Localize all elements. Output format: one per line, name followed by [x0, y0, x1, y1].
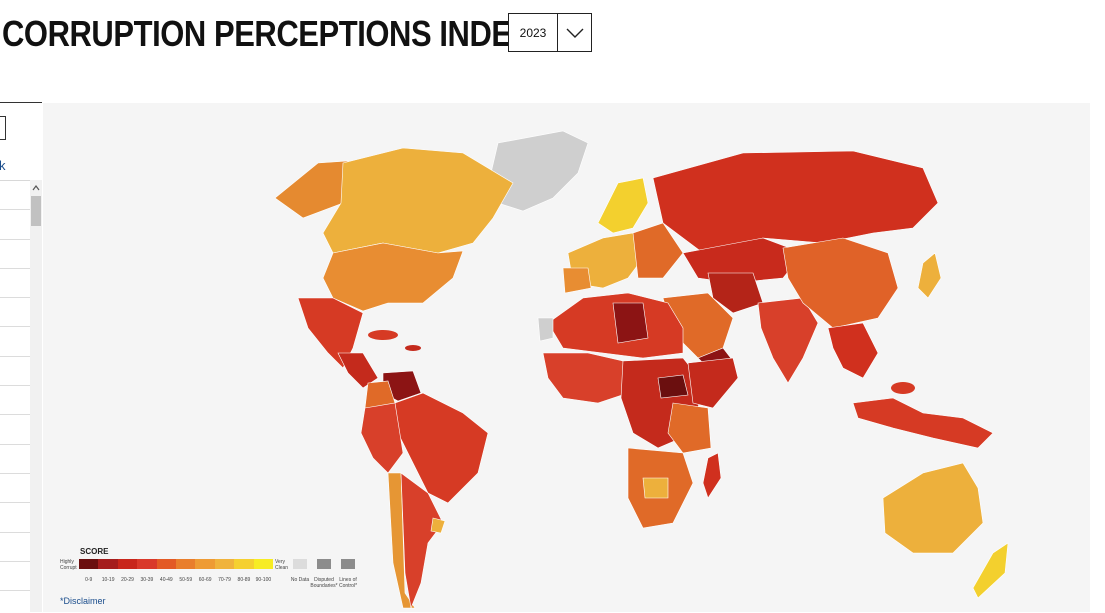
australia-shape	[882, 462, 984, 554]
japan-shape	[917, 252, 942, 299]
western-sahara-shape	[537, 317, 554, 342]
map-legend: SCORE Highly Corrupt Very Clean 0-9 10-19…	[60, 545, 370, 605]
disputed-swatch	[317, 559, 331, 569]
scrollbar-thumb[interactable]	[31, 196, 41, 226]
north-africa-shape	[547, 292, 684, 359]
legend-tick-label: 0-9	[85, 577, 93, 583]
legend-swatch	[176, 559, 196, 569]
legend-tick-label: 20-29	[121, 577, 134, 583]
year-select[interactable]: 2023	[508, 13, 592, 52]
legend-tick-label: 90-100	[255, 577, 272, 583]
legend-low-label: Highly Corrupt	[60, 559, 77, 571]
south-sudan-shape	[657, 374, 689, 399]
iberia-shape	[562, 267, 592, 294]
sidebar-link[interactable]: k	[0, 158, 6, 173]
central-asia-shape	[682, 237, 804, 284]
list-item[interactable]	[0, 474, 30, 504]
east-africa-shape	[667, 402, 712, 454]
list-item[interactable]	[0, 327, 30, 357]
legend-tick-label: 70-79	[218, 577, 231, 583]
libya-shape	[612, 302, 649, 344]
legend-ticks: 0-9 10-19 20-29 30-39 40-49 50-59 60-69 70-79 80…	[79, 577, 273, 583]
argentina-shape	[400, 472, 444, 610]
eastern-europe-shape	[632, 222, 684, 279]
madagascar-shape	[702, 452, 722, 499]
scandinavia-shape	[597, 177, 649, 234]
page-title: CORRUPTION PERCEPTIONS INDEX	[2, 13, 532, 54]
no-data-swatch	[293, 559, 307, 569]
legend-tick-label: 40-49	[159, 577, 173, 583]
list-item[interactable]	[0, 503, 30, 533]
legend-disputed: Disputed Boundaries*	[310, 559, 338, 589]
list-item[interactable]	[0, 269, 30, 299]
new-zealand-shape	[972, 542, 1009, 599]
scroll-up-arrow-icon[interactable]	[30, 182, 42, 194]
legend-swatch	[137, 559, 157, 569]
disputed-label: Disputed Boundaries*	[310, 577, 338, 589]
legend-color-scale	[79, 559, 274, 569]
legend-swatch	[79, 559, 99, 569]
legend-title: SCORE	[80, 547, 109, 556]
usa-shape	[322, 242, 464, 312]
legend-tick-label: 30-39	[140, 577, 154, 583]
panel-divider	[0, 102, 42, 103]
disclaimer-link[interactable]: *Disclaimer	[60, 596, 106, 606]
scrollbar[interactable]	[30, 180, 42, 612]
botswana-shape	[642, 477, 669, 499]
peru-bolivia-shape	[360, 402, 404, 474]
list-item[interactable]	[0, 298, 30, 328]
legend-swatch	[195, 559, 215, 569]
indonesia-shape	[852, 397, 994, 449]
china-shape	[782, 237, 899, 329]
brazil-shape	[394, 392, 489, 504]
list-item[interactable]	[0, 181, 30, 211]
legend-high-label: Very Clean	[275, 559, 289, 571]
legend-tick-label: 50-59	[179, 577, 193, 583]
legend-swatch	[253, 559, 274, 569]
uruguay-shape	[430, 517, 446, 534]
lines-label: Lines of Control*	[338, 577, 358, 589]
legend-swatch	[98, 559, 118, 569]
legend-swatch	[117, 559, 138, 569]
world-map[interactable]	[43, 103, 1090, 612]
list-item[interactable]	[0, 210, 30, 240]
country-search-input[interactable]	[0, 116, 6, 140]
west-africa-shape	[542, 352, 629, 404]
legend-tick-label: 80-89	[237, 577, 251, 583]
list-item[interactable]	[0, 357, 30, 387]
legend-tick-label: 60-69	[198, 577, 212, 583]
legend-no-data: No Data	[286, 559, 314, 583]
no-data-label: No Data	[290, 577, 310, 583]
list-item[interactable]	[0, 562, 30, 592]
legend-swatch	[234, 559, 254, 569]
lines-swatch	[341, 559, 355, 569]
greenland-shape	[490, 130, 589, 212]
country-list	[0, 180, 30, 613]
chevron-down-icon[interactable]	[558, 14, 591, 51]
list-item[interactable]	[0, 533, 30, 562]
world-map-panel	[43, 103, 1090, 612]
legend-tick-label: 10-19	[101, 577, 115, 583]
list-item[interactable]	[0, 386, 30, 416]
legend-lines: Lines of Control*	[334, 559, 362, 589]
list-item[interactable]	[0, 415, 30, 445]
india-shape	[757, 297, 819, 384]
legend-swatch	[156, 559, 177, 569]
year-select-value: 2023	[509, 14, 558, 51]
southeast-asia-shape	[827, 322, 879, 379]
iran-shape	[707, 272, 764, 314]
canada-shape	[322, 147, 514, 254]
horn-africa-shape	[687, 357, 739, 409]
list-item[interactable]	[0, 445, 30, 474]
country-list-panel: k	[0, 102, 42, 612]
legend-swatch	[214, 559, 235, 569]
list-item[interactable]	[0, 240, 30, 269]
russia-shape	[652, 150, 939, 254]
